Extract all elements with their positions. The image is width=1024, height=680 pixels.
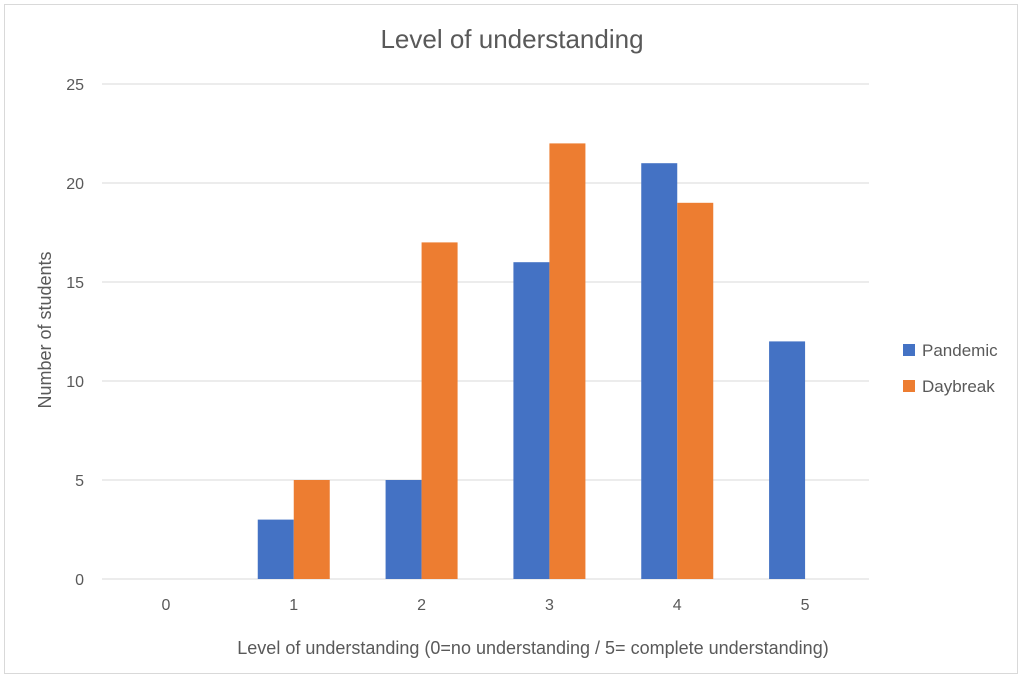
chart-title: Level of understanding (380, 24, 643, 54)
legend-swatch-pandemic (903, 344, 915, 356)
bar-pandemic-2 (385, 480, 422, 579)
y-tick-label: 15 (66, 275, 84, 292)
x-axis-title: Level of understanding (0=no understandi… (237, 638, 828, 658)
x-tick-label: 2 (417, 597, 426, 614)
legend-swatch-daybreak (903, 380, 915, 392)
x-tick-label: 0 (161, 597, 170, 614)
bar-pandemic-5 (769, 341, 806, 579)
bar-pandemic-1 (257, 519, 294, 579)
legend: Pandemic Daybreak (903, 341, 998, 396)
bars (257, 143, 806, 580)
x-tick-label: 3 (545, 597, 554, 614)
bar-pandemic-3 (513, 262, 550, 579)
gridlines (102, 83, 869, 580)
legend-label-pandemic: Pandemic (922, 341, 998, 360)
bar-daybreak-1 (293, 480, 330, 579)
x-tick-label: 1 (289, 597, 298, 614)
y-tick-label: 25 (66, 77, 84, 94)
legend-label-daybreak: Daybreak (922, 377, 995, 396)
bar-pandemic-4 (641, 163, 678, 579)
bar-daybreak-4 (677, 202, 714, 580)
x-tick-label: 4 (673, 597, 682, 614)
bar-daybreak-2 (421, 242, 458, 579)
chart-frame (4, 4, 1018, 674)
y-axis-title: Number of students (35, 251, 55, 408)
y-tick-label: 20 (66, 176, 84, 193)
x-axis-ticks: 0 1 2 3 4 5 (161, 597, 809, 614)
bar-daybreak-3 (549, 143, 586, 579)
y-axis-ticks: 0 5 10 15 20 25 (66, 77, 84, 589)
y-tick-label: 10 (66, 374, 84, 391)
y-tick-label: 0 (75, 572, 84, 589)
y-tick-label: 5 (75, 473, 84, 490)
x-tick-label: 5 (801, 597, 810, 614)
